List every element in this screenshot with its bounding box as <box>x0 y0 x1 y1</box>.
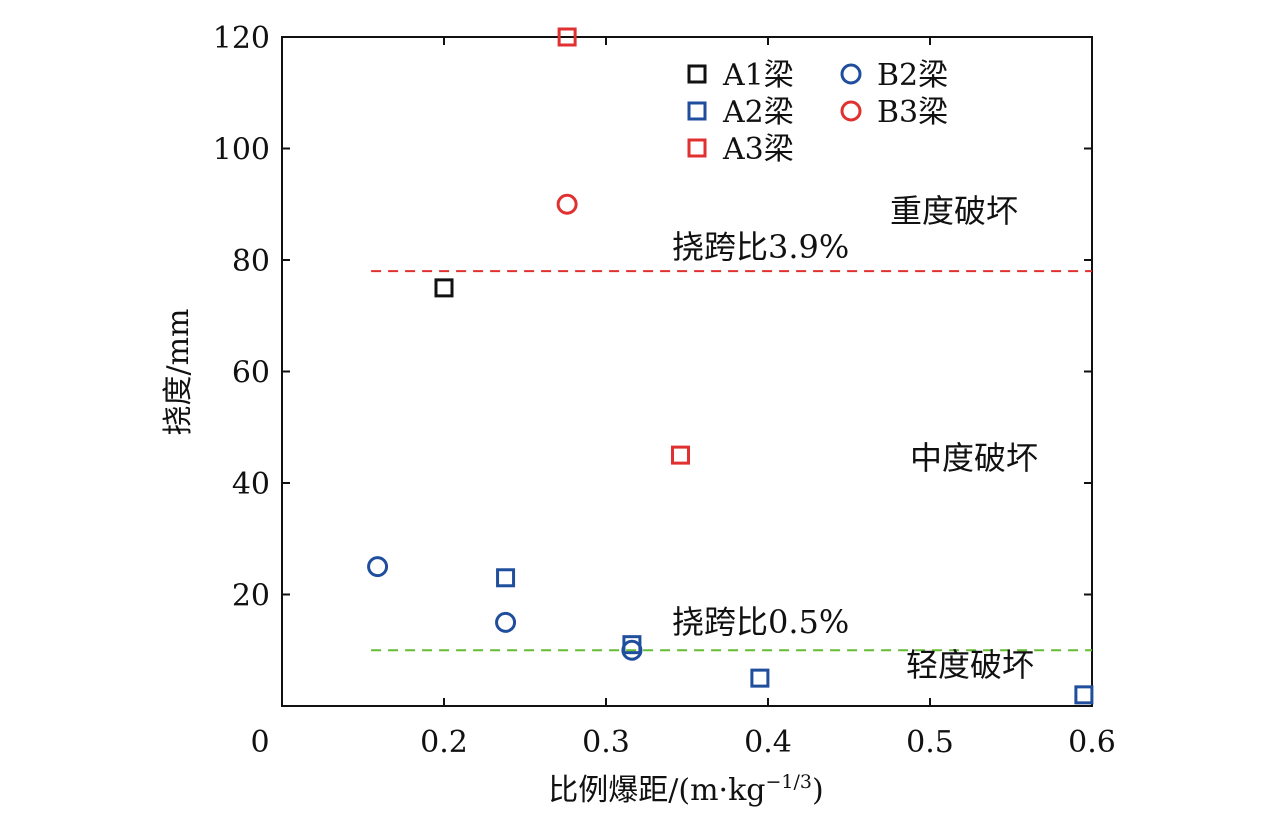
legend-label: B2梁 <box>877 58 948 93</box>
x-tick-label: 0.4 <box>744 725 792 760</box>
data-point <box>1074 685 1094 705</box>
data-point <box>557 27 577 47</box>
legend-marker <box>687 64 707 84</box>
light-damage-label: 轻度破坏 <box>906 646 1034 684</box>
legend-marker <box>687 101 707 121</box>
data-point <box>496 568 516 588</box>
data-marks <box>367 27 1094 705</box>
y-tick-label: 80 <box>232 244 270 279</box>
ref-line-label-red: 挠跨比3.9% <box>672 228 849 266</box>
severe-damage-label: 重度破坏 <box>890 192 1018 230</box>
legend-label: A2梁 <box>722 95 794 130</box>
x-axis-title: 比例爆距/(m·kg−1/3) <box>548 771 823 808</box>
legend-label: A3梁 <box>722 132 794 167</box>
x-axis-title-superscript: −1/3 <box>765 771 812 793</box>
data-point <box>621 639 643 661</box>
x-tick-label: 0.2 <box>420 725 468 760</box>
reference-lines <box>371 270 1092 652</box>
legend-marker <box>687 138 707 158</box>
x-axis-title-main: 比例爆距/(m·kg <box>548 773 765 808</box>
data-point <box>367 556 389 578</box>
data-point <box>556 193 578 215</box>
y-tick-label: 20 <box>232 579 270 614</box>
ref-line-label-green: 挠跨比0.5% <box>672 603 849 641</box>
legend-label: A1梁 <box>722 58 794 93</box>
data-point <box>671 445 691 465</box>
x-axis-title-tail: ) <box>812 773 824 808</box>
x-tick-label: 0.5 <box>906 725 954 760</box>
x-tick-label: 0 <box>250 725 269 760</box>
legend-label: B3梁 <box>877 95 948 130</box>
data-point <box>434 278 454 298</box>
axis-ticks: 0 0.2 0.3 0.4 0.5 0.6 20 40 60 80 100 120 <box>213 21 1116 760</box>
x-tick-label: 0.3 <box>582 725 630 760</box>
moderate-damage-label: 中度破坏 <box>910 439 1038 477</box>
y-tick-label: 120 <box>213 21 270 56</box>
y-tick-label: 60 <box>232 356 270 391</box>
x-tick-label: 0.6 <box>1068 725 1116 760</box>
data-point <box>750 668 770 688</box>
legend-marker <box>840 63 862 85</box>
legend-marker <box>840 100 862 122</box>
y-axis-title: 挠度/mm <box>161 308 196 435</box>
y-tick-label: 100 <box>213 133 270 168</box>
y-tick-label: 40 <box>232 467 270 502</box>
data-point <box>495 611 517 633</box>
